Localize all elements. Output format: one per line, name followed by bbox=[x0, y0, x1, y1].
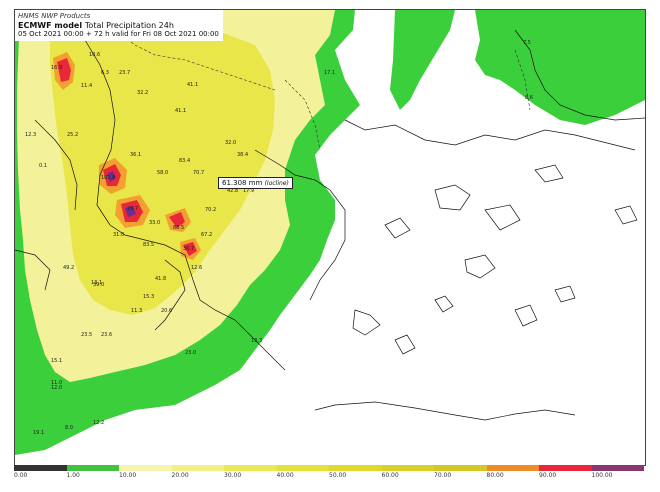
scale-label: 10.00 bbox=[119, 472, 137, 479]
station-value: 15.1 bbox=[51, 358, 63, 364]
station-value: 8.0 bbox=[65, 425, 73, 431]
scale-segment bbox=[14, 465, 67, 471]
valid-time: 05 Oct 2021 00:00 + 72 h valid for Fri 0… bbox=[18, 30, 219, 38]
scale-label: 60.00 bbox=[381, 472, 399, 479]
station-value: 70.2 bbox=[205, 207, 217, 213]
station-value: 16.9 bbox=[51, 65, 63, 71]
scale-segment bbox=[329, 465, 382, 471]
scale-segment bbox=[119, 465, 172, 471]
station-value: 39.0 bbox=[93, 282, 105, 288]
station-value: 8.6 bbox=[525, 95, 533, 101]
station-value: 11.4 bbox=[81, 83, 93, 89]
station-value: 41.8 bbox=[155, 276, 167, 282]
scale-segment bbox=[486, 465, 539, 471]
station-value: 20.6 bbox=[161, 308, 173, 314]
station-value: 23.0 bbox=[185, 350, 197, 356]
scale-segment bbox=[591, 465, 644, 471]
map-canvas bbox=[15, 10, 645, 465]
scale-segment bbox=[276, 465, 329, 471]
station-value: 23.7 bbox=[119, 70, 131, 76]
station-value: 38.4 bbox=[237, 152, 249, 158]
station-value: 13.1 bbox=[91, 280, 103, 286]
scale-segment bbox=[381, 465, 434, 471]
station-value: 17.1 bbox=[324, 70, 336, 76]
station-value: 88.5 bbox=[173, 225, 185, 231]
point-value-callout: 61.308 mm (Iocline) bbox=[218, 177, 293, 189]
model-name: ECMWF model bbox=[18, 21, 83, 30]
scale-label: 100.00 bbox=[591, 472, 613, 479]
color-scale-bar bbox=[14, 465, 644, 471]
station-value: 32.0 bbox=[225, 140, 237, 146]
station-value: 19.1 bbox=[33, 430, 45, 436]
station-value: 11.3 bbox=[131, 308, 143, 314]
precip-red-4 bbox=[169, 212, 185, 228]
scale-segment bbox=[66, 465, 119, 471]
station-value: 6.3 bbox=[101, 70, 109, 76]
scale-label: 20.00 bbox=[171, 472, 189, 479]
scale-label: 30.00 bbox=[224, 472, 242, 479]
station-value: 0.1 bbox=[39, 163, 47, 169]
station-value: 11.0 bbox=[51, 380, 63, 386]
precip-purple-2 bbox=[107, 171, 116, 182]
scale-label: 70.00 bbox=[434, 472, 452, 479]
station-value: 36.7 bbox=[183, 246, 195, 252]
station-value: 32.2 bbox=[137, 90, 149, 96]
map-header: HNMS NWP Products ECMWF model Total Prec… bbox=[15, 10, 223, 41]
org-label: HNMS NWP Products bbox=[18, 12, 91, 20]
station-value: 13.3 bbox=[251, 338, 263, 344]
borders bbox=[114, 29, 531, 151]
color-scale-labels: 0.00 1.00 10.00 20.00 30.00 40.00 50.00 60.00 70… bbox=[14, 472, 644, 482]
station-value: 23.6 bbox=[101, 332, 113, 338]
precip-purple-3 bbox=[125, 206, 136, 217]
station-value: 36.1 bbox=[130, 152, 142, 158]
station-value: 49.2 bbox=[63, 265, 75, 271]
station-value: 58.0 bbox=[157, 170, 169, 176]
station-value: 12.2 bbox=[93, 420, 105, 426]
station-value: 42.8 bbox=[227, 188, 239, 194]
station-value: 10.6 bbox=[89, 52, 101, 58]
station-value: 41.1 bbox=[187, 82, 199, 88]
station-value: 15.3 bbox=[143, 294, 155, 300]
station-value: 101.8 bbox=[101, 175, 116, 181]
scale-segment bbox=[539, 465, 592, 471]
scale-segment bbox=[171, 465, 224, 471]
scale-label: 50.00 bbox=[329, 472, 347, 479]
scale-label: 80.00 bbox=[486, 472, 504, 479]
station-value: 7.5 bbox=[523, 40, 531, 46]
precip-red-5 bbox=[183, 242, 197, 256]
station-value: 33.0 bbox=[149, 220, 161, 226]
coastlines bbox=[15, 10, 645, 421]
station-value: 41.1 bbox=[175, 108, 187, 114]
station-value: 67.2 bbox=[201, 232, 213, 238]
callout-place: (Iocline) bbox=[264, 180, 289, 187]
station-value: 83.5 bbox=[143, 242, 155, 248]
station-value: 25.2 bbox=[67, 132, 79, 138]
scale-label: 90.00 bbox=[539, 472, 557, 479]
station-value: 17.9 bbox=[243, 188, 255, 194]
scale-segment bbox=[224, 465, 277, 471]
precip-yellow bbox=[50, 25, 275, 315]
station-value: 12.3 bbox=[25, 132, 37, 138]
precip-green-ne bbox=[475, 10, 645, 125]
precip-red-1 bbox=[57, 58, 71, 82]
station-value: 70.7 bbox=[193, 170, 205, 176]
scale-label: 40.00 bbox=[276, 472, 294, 479]
model-title: ECMWF model Total Precipitation 24h bbox=[18, 21, 219, 30]
scale-segment bbox=[434, 465, 487, 471]
precipitation-map: HNMS NWP Products ECMWF model Total Prec… bbox=[14, 9, 646, 466]
station-value: 29.7 bbox=[127, 206, 139, 212]
scale-label: 1.00 bbox=[66, 472, 80, 479]
station-value: 23.5 bbox=[81, 332, 93, 338]
station-value: 83.4 bbox=[179, 158, 191, 164]
station-value: 12.6 bbox=[191, 265, 203, 271]
product-name: Total Precipitation 24h bbox=[84, 21, 174, 30]
scale-label: 0.00 bbox=[14, 472, 28, 479]
callout-value: 61.308 mm bbox=[222, 179, 263, 187]
station-value: 12.0 bbox=[51, 385, 63, 391]
station-value: 31.0 bbox=[113, 232, 125, 238]
precip-green-e bbox=[390, 10, 455, 110]
